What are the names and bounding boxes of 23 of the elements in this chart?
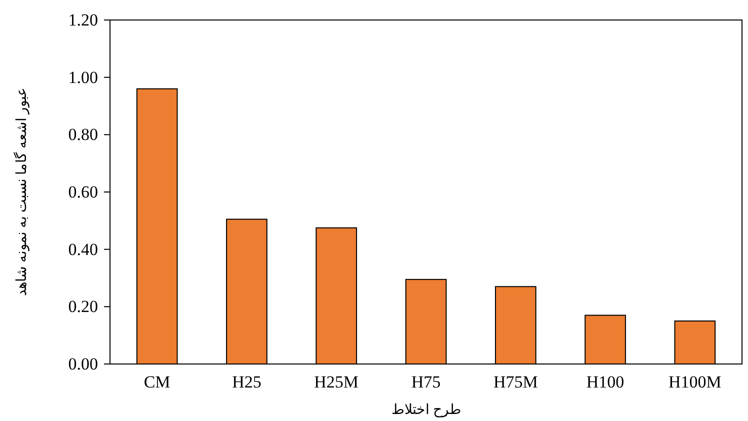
x-tick-label: H75 [411, 372, 441, 392]
x-tick-label: H100 [586, 372, 624, 392]
bar [674, 320, 716, 364]
x-tick-label: H75M [493, 372, 538, 392]
y-axis-title: عبور اشعه گاما نسبت به نمونه شاهد [13, 88, 30, 296]
x-tick-label: H25M [314, 372, 359, 392]
bar [316, 227, 358, 364]
x-tick-label: CM [144, 372, 170, 392]
y-tick-label: 1.00 [68, 68, 98, 87]
y-tick-label: 0.40 [68, 240, 98, 259]
y-tick-label: 1.20 [68, 10, 98, 30]
bar [226, 218, 268, 364]
y-tick-label: 0.80 [68, 125, 98, 144]
bar [584, 314, 626, 364]
y-tick-label: 0.00 [68, 354, 98, 374]
bar [494, 286, 536, 364]
y-tick-label: 0.20 [68, 297, 98, 316]
bar [405, 278, 447, 364]
x-axis-title: طرح اختلاط [391, 403, 461, 418]
y-tick-label: 0.60 [68, 182, 98, 202]
x-tick-label: H25 [232, 372, 262, 392]
x-tick-label: H100M [668, 372, 722, 392]
bar [136, 88, 178, 364]
